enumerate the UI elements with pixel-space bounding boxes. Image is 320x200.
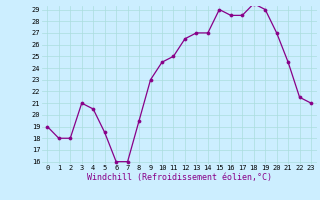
X-axis label: Windchill (Refroidissement éolien,°C): Windchill (Refroidissement éolien,°C) xyxy=(87,173,272,182)
